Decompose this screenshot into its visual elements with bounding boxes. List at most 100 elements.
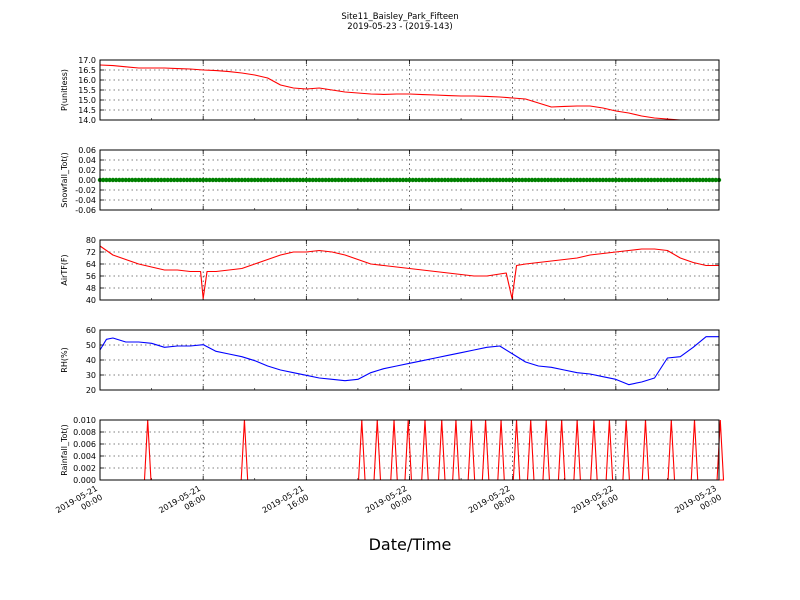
data-point: [484, 177, 490, 183]
data-point: [123, 177, 128, 183]
data-point: [229, 177, 235, 183]
data-point: [491, 177, 496, 183]
data-point: [584, 177, 590, 183]
data-point: [355, 177, 361, 183]
data-point: [368, 177, 374, 183]
data-point: [217, 177, 222, 183]
data-point: [213, 177, 219, 183]
data-point: [168, 177, 174, 183]
x-tick-label: 2019-05-2116:00: [261, 484, 311, 524]
data-point: [362, 177, 367, 183]
data-point: [246, 177, 251, 183]
data-point: [632, 177, 638, 183]
data-point: [710, 177, 715, 183]
data-point: [139, 177, 145, 183]
y-tick-label: 64: [86, 260, 96, 269]
data-point: [652, 177, 657, 183]
panel-frame: [99, 329, 720, 391]
data-point: [458, 177, 464, 183]
series-line: [99, 336, 719, 386]
data-point: [613, 177, 619, 183]
panel-frame: [99, 419, 720, 481]
data-point: [375, 177, 380, 183]
data-point: [239, 177, 245, 183]
data-point: [700, 177, 706, 183]
data-point: [346, 177, 351, 183]
data-point: [104, 177, 109, 183]
data-point: [162, 177, 167, 183]
data-point: [113, 177, 119, 183]
data-point: [233, 177, 238, 183]
y-tick-label: 60: [86, 326, 96, 335]
data-point: [465, 177, 470, 183]
data-point: [278, 177, 283, 183]
x-tick-label: 2019-05-2200:00: [364, 484, 414, 524]
data-point: [313, 177, 319, 183]
data-point: [126, 177, 132, 183]
y-tick-label: 16.0: [78, 76, 96, 85]
data-point: [249, 177, 254, 183]
y-tick-label: 50: [86, 341, 96, 350]
y-tick-label: 0.02: [78, 166, 96, 175]
data-point: [510, 177, 515, 183]
data-point: [200, 177, 206, 183]
data-point: [210, 177, 216, 183]
data-point: [262, 177, 267, 183]
data-point: [520, 177, 525, 183]
data-point: [178, 177, 183, 183]
y-tick-label: 14.5: [78, 106, 96, 115]
data-point: [452, 177, 457, 183]
y-tick-label: 0.00: [78, 176, 96, 185]
data-point: [549, 177, 554, 183]
data-point: [500, 177, 506, 183]
data-point: [565, 177, 570, 183]
data-point: [336, 177, 341, 183]
data-point: [130, 177, 135, 183]
data-point: [149, 177, 154, 183]
y-axis-label: Rainfall_Tot(): [60, 424, 69, 476]
data-point: [671, 177, 677, 183]
panel-frame: [99, 149, 720, 211]
data-point: [220, 177, 225, 183]
data-point: [594, 177, 599, 183]
data-point: [226, 177, 232, 183]
data-point: [636, 177, 641, 183]
data-point: [552, 177, 557, 183]
data-point: [329, 177, 335, 183]
data-point: [497, 177, 502, 183]
data-point: [533, 177, 538, 183]
series-line: [99, 245, 719, 300]
data-point: [120, 177, 125, 183]
data-point: [294, 177, 299, 183]
data-point: [339, 177, 344, 183]
y-tick-label: 72: [86, 248, 96, 257]
data-point: [394, 177, 399, 183]
data-point: [142, 177, 148, 183]
data-point: [413, 177, 419, 183]
data-point: [271, 177, 277, 183]
y-tick-label: 14.0: [78, 116, 96, 125]
data-point: [462, 177, 467, 183]
data-point: [658, 177, 664, 183]
data-point: [600, 177, 606, 183]
data-point: [391, 177, 396, 183]
y-tick-label: 48: [86, 284, 96, 293]
data-point: [542, 177, 548, 183]
data-point: [555, 177, 561, 183]
data-point: [416, 177, 422, 183]
data-point: [568, 177, 573, 183]
data-point: [281, 177, 286, 183]
data-point: [194, 177, 199, 183]
data-point: [545, 177, 551, 183]
data-point: [478, 177, 483, 183]
data-point: [349, 177, 354, 183]
data-point: [581, 177, 586, 183]
y-tick-label: 20: [86, 386, 96, 395]
panel-5: 0.010 0.008 0.006 0.004 0.002 0.000 Rainfall_T…: [60, 416, 725, 485]
panel-3: 80 72 64 56 48 40 AirTF(F): [60, 236, 720, 305]
data-point: [420, 177, 425, 183]
data-point: [587, 177, 593, 183]
data-point: [317, 177, 322, 183]
data-point: [136, 177, 141, 183]
data-point: [516, 177, 522, 183]
